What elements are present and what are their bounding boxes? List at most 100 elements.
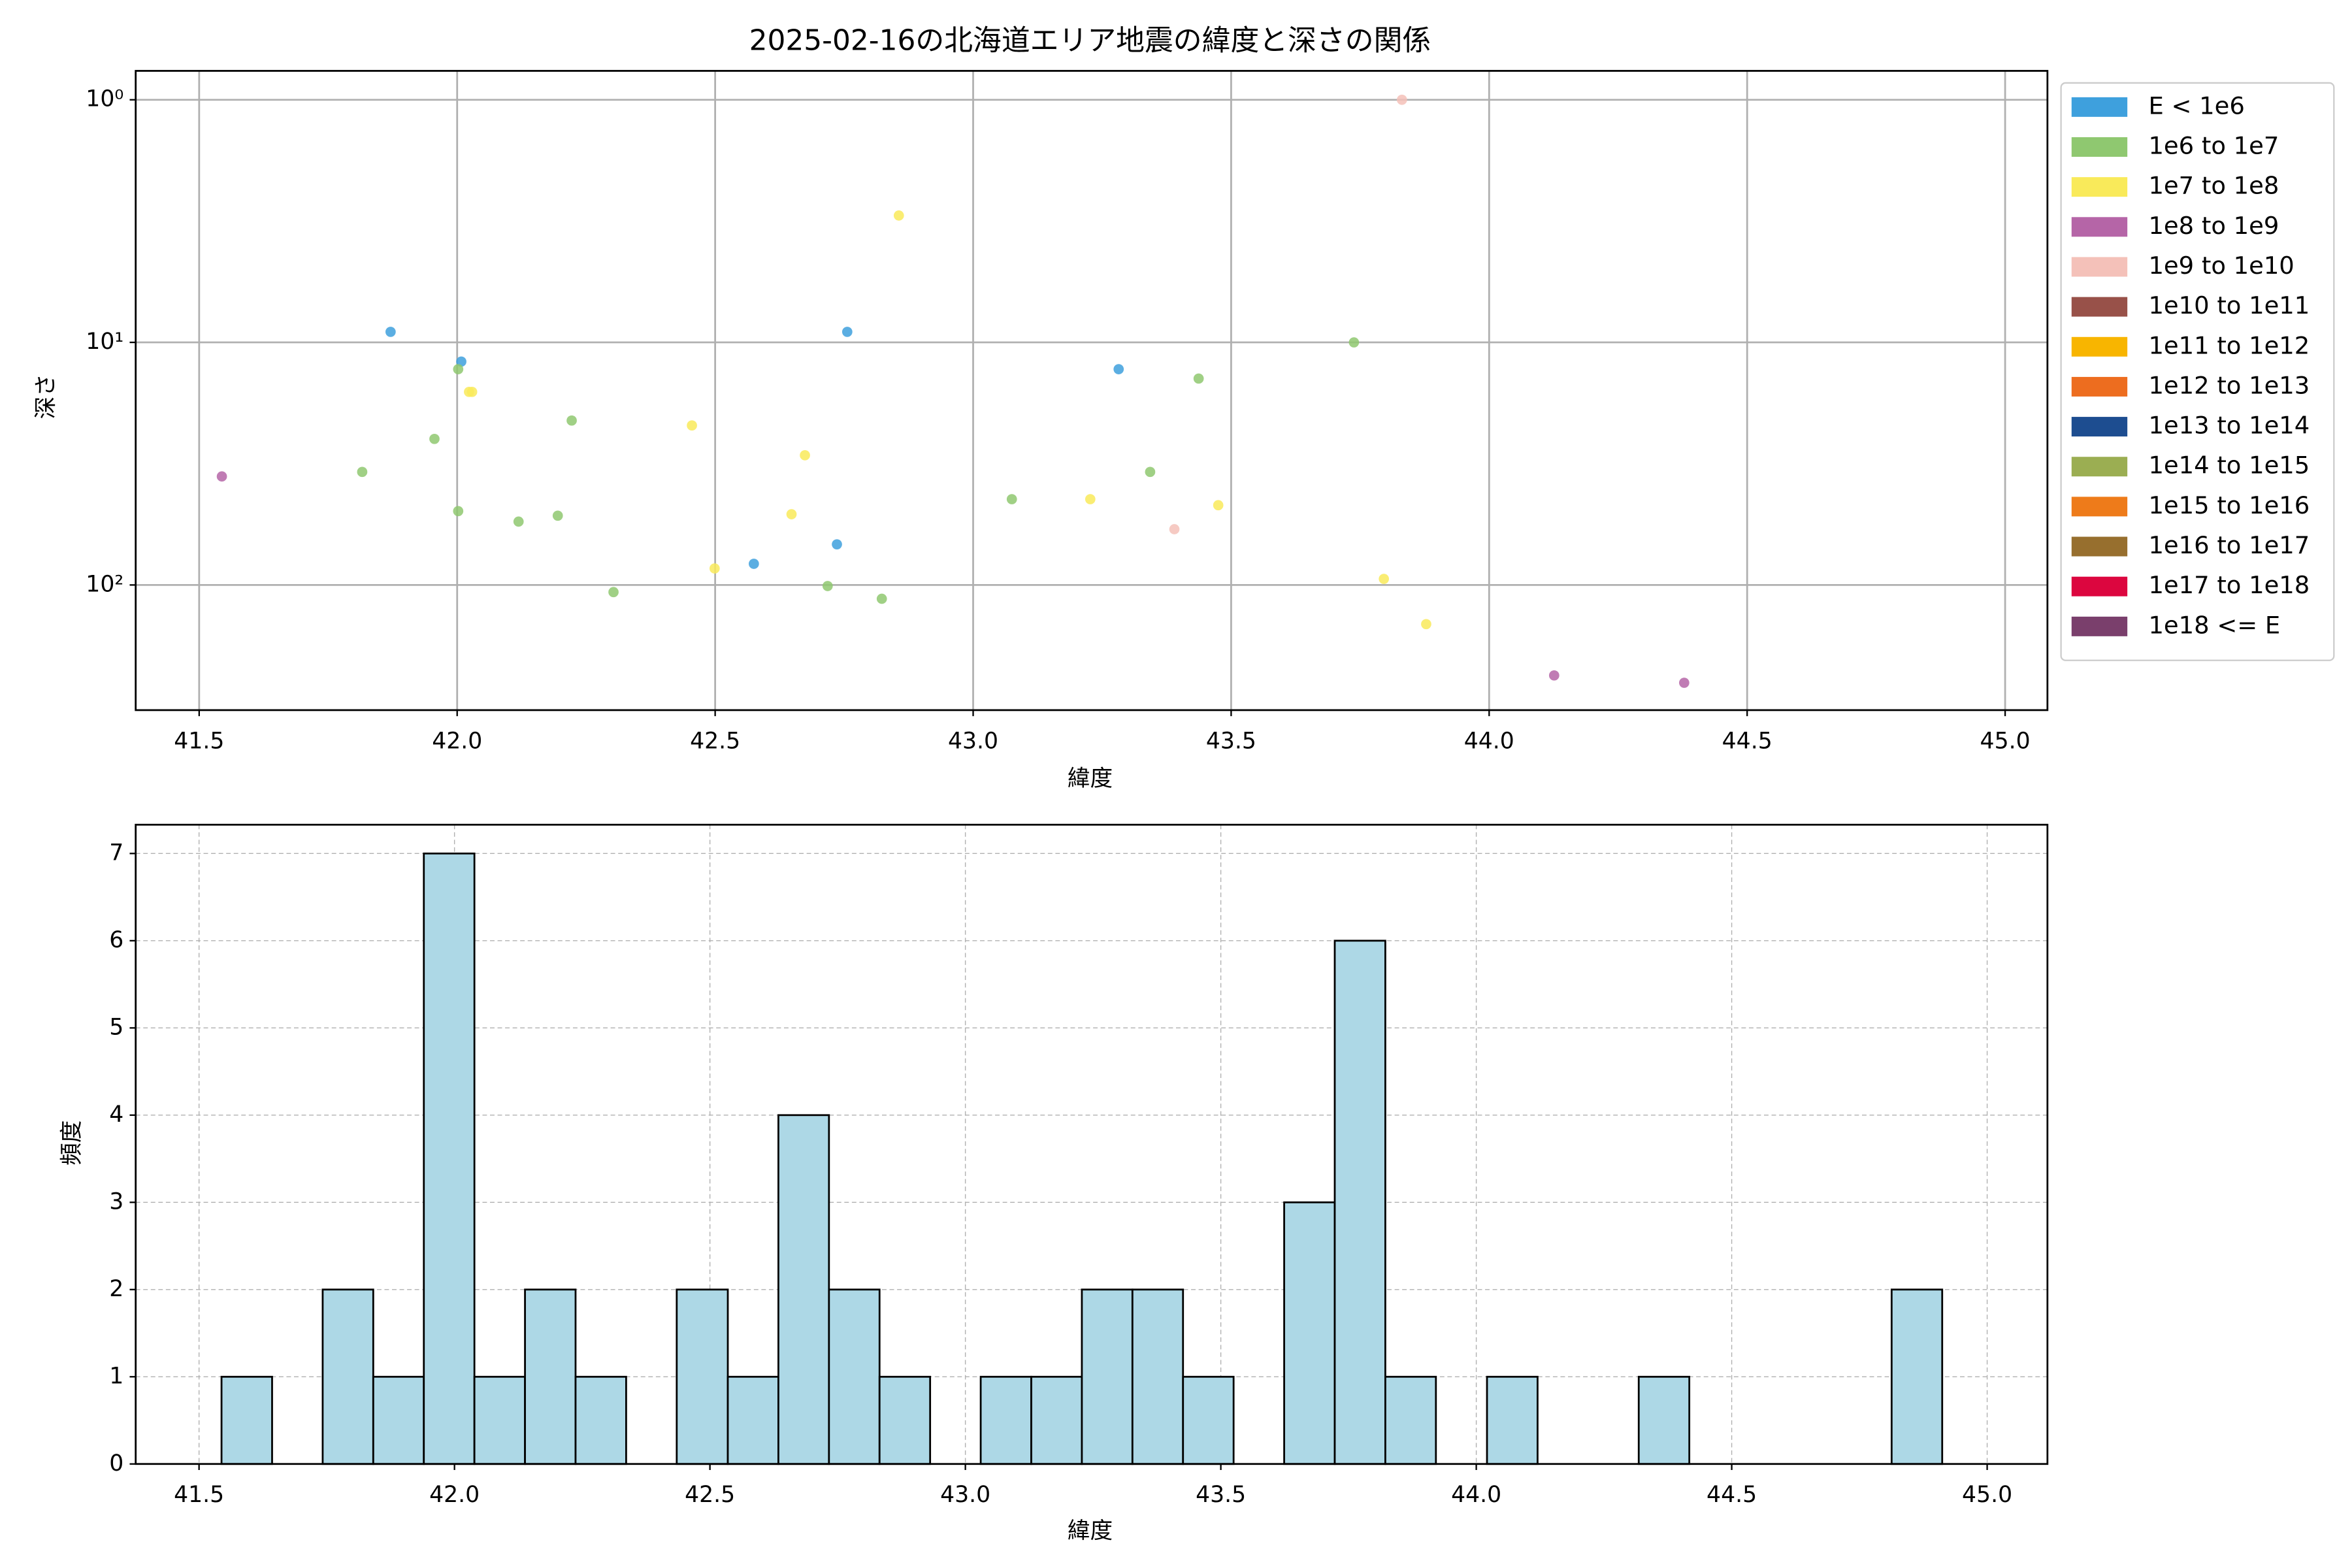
scatter-point bbox=[1113, 364, 1124, 374]
y-tick-label: 0 bbox=[109, 1450, 123, 1477]
histogram-bar bbox=[423, 852, 476, 1465]
legend-swatch bbox=[2071, 97, 2128, 117]
x-tick-label: 44.0 bbox=[1464, 728, 1514, 754]
scatter-point bbox=[1169, 524, 1180, 534]
legend-swatch bbox=[2071, 177, 2128, 197]
scatter-point bbox=[453, 364, 464, 374]
legend-swatch bbox=[2071, 137, 2128, 157]
y-tick-label: 6 bbox=[109, 927, 123, 953]
x-axis-label: 緯度 bbox=[1068, 1518, 1113, 1544]
x-tick-label: 43.5 bbox=[1206, 728, 1256, 754]
legend-swatch bbox=[2071, 536, 2128, 557]
x-tick-label: 41.5 bbox=[174, 728, 224, 754]
scatter-point bbox=[749, 559, 759, 569]
histogram-bar bbox=[1131, 1288, 1184, 1465]
histogram-bar bbox=[574, 1375, 627, 1465]
y-axis-label: 深さ bbox=[33, 374, 59, 419]
histogram-bar bbox=[727, 1375, 779, 1465]
legend-swatch bbox=[2071, 417, 2128, 437]
legend-label: 1e17 to 1e18 bbox=[2148, 571, 2310, 599]
x-tick-label: 42.5 bbox=[690, 728, 740, 754]
y-tick-label: 5 bbox=[109, 1014, 123, 1040]
legend-swatch bbox=[2071, 457, 2128, 477]
x-tick-label: 42.0 bbox=[432, 728, 482, 754]
scatter-point bbox=[709, 563, 720, 574]
x-tick-label: 43.0 bbox=[948, 728, 998, 754]
scatter-point bbox=[1379, 574, 1390, 584]
scatter-point bbox=[453, 506, 464, 517]
legend-swatch bbox=[2071, 576, 2128, 596]
chart-title: 2025-02-16の北海道エリア地震の緯度と深さの関係 bbox=[749, 24, 1431, 57]
scatter-point bbox=[841, 327, 853, 337]
histogram-bar bbox=[777, 1114, 830, 1465]
legend-label: 1e16 to 1e17 bbox=[2148, 531, 2310, 559]
legend-label: 1e13 to 1e14 bbox=[2148, 412, 2310, 440]
histogram-bar bbox=[1333, 939, 1386, 1465]
histogram-bar bbox=[878, 1375, 932, 1465]
scatter-point bbox=[513, 516, 524, 527]
legend-label: 1e12 to 1e13 bbox=[2148, 371, 2310, 399]
axes-frame bbox=[135, 823, 2049, 1465]
legend-label: 1e6 to 1e7 bbox=[2148, 132, 2279, 160]
legend-label: 1e8 to 1e9 bbox=[2148, 212, 2279, 240]
histogram-bar bbox=[1182, 1375, 1235, 1465]
scatter-point bbox=[429, 433, 440, 444]
y-tick-label: 3 bbox=[109, 1188, 123, 1215]
scatter-point bbox=[466, 386, 478, 397]
histogram-bar bbox=[372, 1375, 425, 1465]
legend-box bbox=[2060, 82, 2335, 661]
scatter-point bbox=[687, 420, 697, 431]
y-tick-label: 2 bbox=[109, 1276, 123, 1302]
histogram-bar bbox=[1890, 1288, 1944, 1465]
y-tick-label: 10¹ bbox=[86, 329, 123, 355]
legend-swatch bbox=[2071, 376, 2128, 397]
legend-swatch bbox=[2071, 217, 2128, 237]
scatter-point bbox=[1193, 373, 1204, 384]
x-tick-label: 44.5 bbox=[1707, 1482, 1757, 1508]
legend-swatch bbox=[2071, 336, 2128, 357]
scatter-point bbox=[1396, 94, 1407, 105]
scatter-point bbox=[216, 471, 227, 482]
scatter-point bbox=[832, 539, 842, 550]
scatter-point bbox=[1006, 494, 1017, 504]
scatter-point bbox=[552, 510, 563, 521]
histogram-bar bbox=[1637, 1375, 1691, 1465]
histogram-bar bbox=[220, 1375, 273, 1465]
legend-label: 1e11 to 1e12 bbox=[2148, 331, 2310, 359]
scatter-point bbox=[1085, 494, 1096, 504]
scatter-point bbox=[357, 466, 368, 478]
y-tick-label: 4 bbox=[109, 1102, 123, 1128]
histogram-bar bbox=[676, 1288, 729, 1465]
y-axis-label: 頻度 bbox=[59, 1120, 85, 1166]
histogram-bar bbox=[1030, 1375, 1083, 1465]
histogram-bar bbox=[1384, 1375, 1437, 1465]
histogram-bar bbox=[321, 1288, 374, 1465]
scatter-point bbox=[1548, 670, 1560, 681]
scatter-point bbox=[876, 593, 887, 604]
histogram-bar bbox=[828, 1288, 881, 1465]
scatter-point bbox=[893, 210, 904, 221]
x-tick-label: 45.0 bbox=[1962, 1482, 2012, 1508]
x-tick-label: 43.5 bbox=[1196, 1482, 1246, 1508]
scatter-point bbox=[786, 509, 797, 519]
x-tick-label: 41.5 bbox=[174, 1482, 224, 1508]
histogram-bar bbox=[524, 1288, 577, 1465]
legend-label: 1e18 <= E bbox=[2148, 611, 2280, 639]
y-tick-label: 7 bbox=[109, 840, 123, 866]
y-tick-label: 10⁰ bbox=[86, 86, 123, 112]
scatter-point bbox=[566, 415, 577, 426]
histogram-bar bbox=[979, 1375, 1032, 1465]
x-axis-label: 緯度 bbox=[1068, 766, 1113, 792]
x-tick-label: 42.5 bbox=[685, 1482, 735, 1508]
x-tick-label: 45.0 bbox=[1980, 728, 2031, 754]
histogram-bar bbox=[1081, 1288, 1134, 1465]
scatter-point bbox=[1421, 619, 1431, 630]
legend-swatch bbox=[2071, 497, 2128, 517]
scatter-point bbox=[1145, 466, 1156, 478]
scatter-point bbox=[800, 450, 810, 461]
legend-swatch bbox=[2071, 297, 2128, 317]
scatter-point bbox=[608, 587, 619, 598]
legend-label: 1e10 to 1e11 bbox=[2148, 291, 2310, 319]
